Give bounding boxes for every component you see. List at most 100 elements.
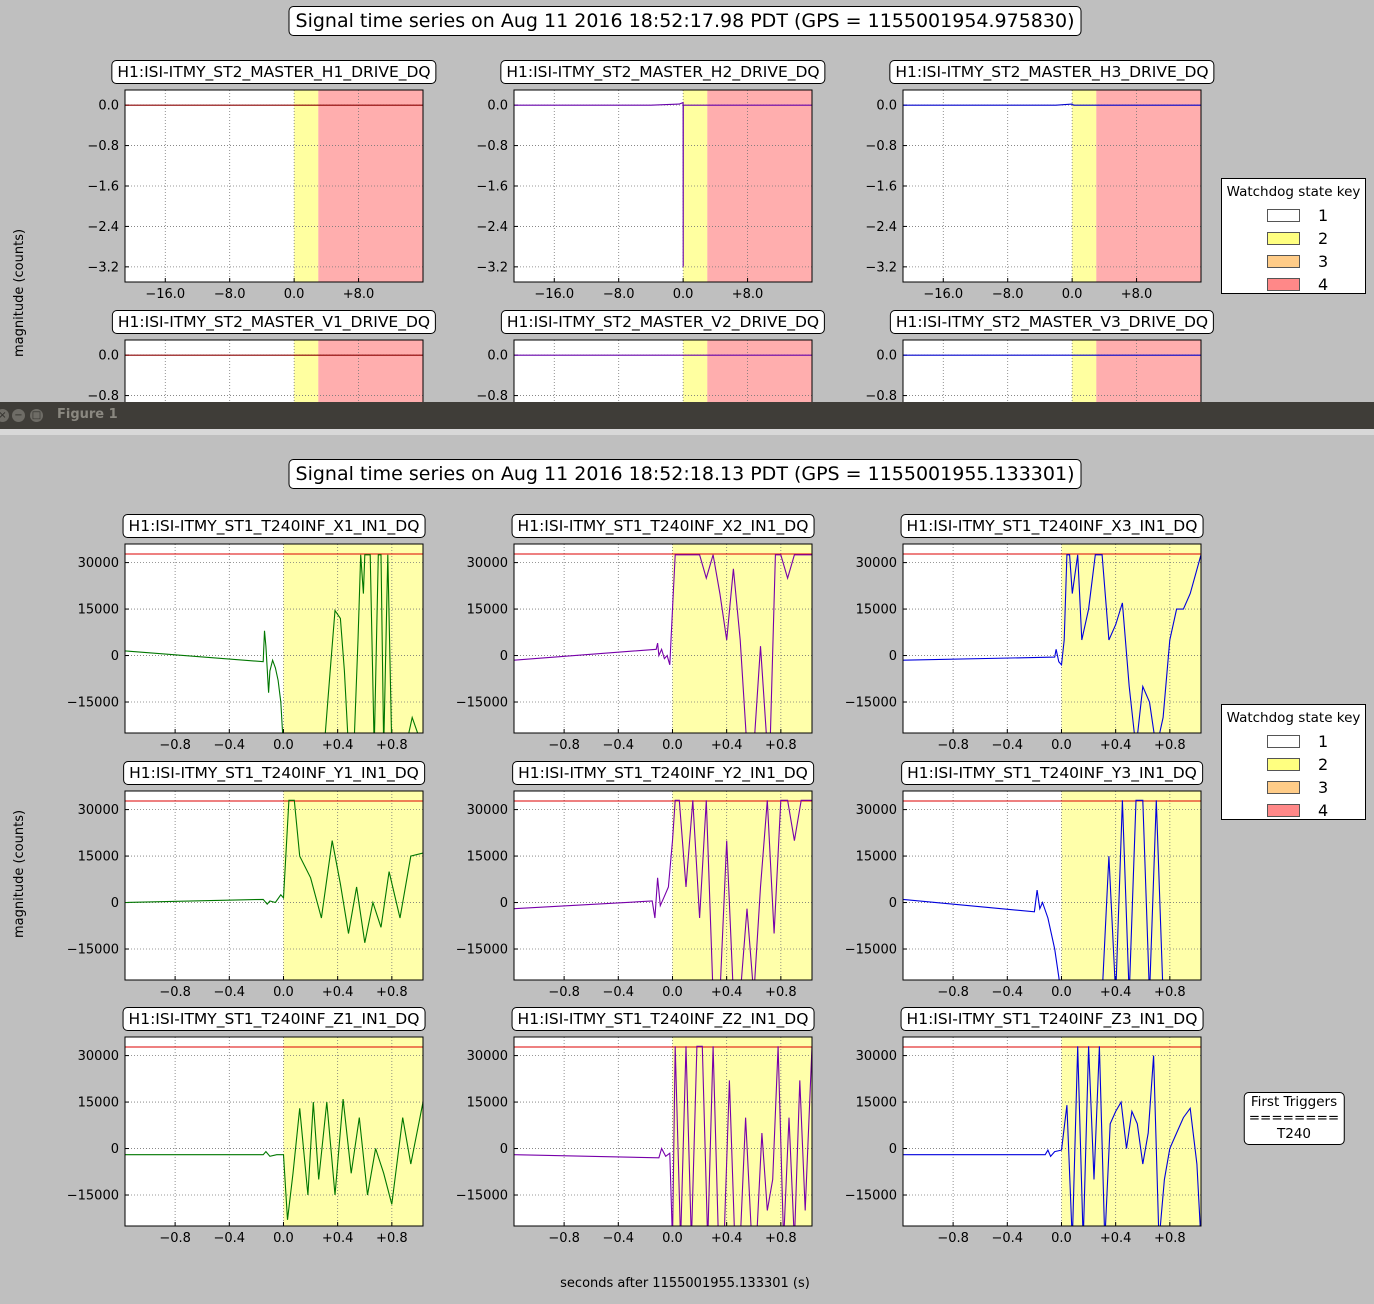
chart-1-panel-2-title: H1:ISI-ITMY_ST1_T240INF_X3_IN1_DQ [900, 514, 1204, 538]
chart-1-panel-4: −0.8 −0.4 0.0 +0.4 +0.8 30000 15000 0 −15000 [456, 790, 813, 1000]
chart-1-panel-7-xtick-label-3: +0.4 [711, 1231, 743, 1246]
chart-0-panel-1-title: H1:ISI-ITMY_ST2_MASTER_H2_DRIVE_DQ [500, 60, 826, 84]
chart-1-panel-3-frame [124, 790, 424, 981]
chart-0-panel-4-state-region-0 [683, 340, 708, 402]
chart-1-panel-0-xtick-label-1: −0.4 [214, 738, 246, 753]
chart-1-panel-8-frame [902, 1036, 1202, 1227]
chart-1-panel-8-xtick-label-3: +0.4 [1100, 1231, 1132, 1246]
chart-1-panel-6-xtick-label-4: +0.8 [376, 1231, 408, 1246]
chart-0-panel-0-xtick-label-3: +8.0 [343, 287, 375, 302]
chart-1-panel-0-ytick-label-2: 0 [111, 649, 119, 664]
chart-1-panel-2-xtick-label-0: −0.8 [937, 738, 969, 753]
chart-1-panel-1-ytick-label-3: −15000 [456, 696, 508, 711]
first-triggers-title: First Triggers [1250, 1094, 1338, 1110]
chart-1-panel-4-state-region [672, 791, 812, 980]
window-titlebar[interactable]: × − □ Figure 1 [0, 402, 1374, 429]
chart-1-panel-7-title: H1:ISI-ITMY_ST1_T240INF_Z2_IN1_DQ [511, 1007, 815, 1031]
chart-1-panel-3-xtick-label-2: 0.0 [273, 985, 294, 1000]
chart-0-panel-3-frame [124, 339, 424, 402]
chart-1-panel-4-xtick-label-2: 0.0 [662, 985, 683, 1000]
chart-1-panel-6-xtick-label-2: 0.0 [273, 1231, 294, 1246]
chart-1-panel-0-xtick-label-2: 0.0 [273, 738, 294, 753]
chart-0-panel-0-xtick-label-2: 0.0 [284, 287, 305, 302]
chart-1-panel-7-xtick-label-2: 0.0 [662, 1231, 683, 1246]
chart-0-panel-0: −16.0 −8.0 0.0 +8.0 0.0 −0.8 −1.6 −2.4 −3.2 [87, 89, 424, 302]
chart-1-panel-5-ytick-label-2: 0 [889, 896, 897, 911]
chart-1-panel-1-series-line [514, 554, 812, 733]
chart-1-panel-6-ytick-label-0: 30000 [78, 1049, 119, 1064]
minimize-icon[interactable]: − [12, 409, 25, 422]
chart-1-panel-1-xtick-label-0: −0.8 [548, 738, 580, 753]
chart-1-panel-0-frame [124, 543, 424, 734]
legend-bottom-label-3: 3 [1318, 778, 1329, 797]
chart-1-panel-2-frame [902, 543, 1202, 734]
chart-1-panel-0-state-region [283, 544, 423, 733]
chart-1-panel-4-ytick-label-2: 0 [500, 896, 508, 911]
chart-0-panel-3-ytick-label-0: 0.0 [98, 349, 119, 364]
chart-0-panel-3: −16.0−8.00.0+8.00.0−0.8−1.6−2.4−3.2 [87, 339, 424, 402]
chart-0-panel-1-xtick-label-2: 0.0 [673, 287, 694, 302]
chart-1-panel-7-ytick-label-3: −15000 [456, 1189, 508, 1204]
chart-1-panel-0-ytick-label-0: 30000 [78, 556, 119, 571]
chart-0-panel-5-frame [902, 339, 1202, 402]
chart-1-panel-6-series-line [125, 1098, 423, 1220]
chart-1-panel-3-ytick-label-3: −15000 [67, 943, 119, 958]
chart-1-panel-3-series-line [125, 799, 423, 943]
chart-1-panel-5-frame [902, 790, 1202, 981]
chart-0-panel-1: −16.0 −8.0 0.0 +8.0 0.0 −0.8 −1.6 −2.4 −3.2 [476, 89, 813, 302]
chart-1-panel-3-state-region [283, 791, 423, 980]
chart-1-panel-6-ytick-label-3: −15000 [67, 1189, 119, 1204]
first-triggers-box: First Triggers ======== T240 [1243, 1092, 1345, 1145]
legend-top-label-4: 4 [1318, 275, 1329, 294]
chart-1-panel-4-ytick-label-3: −15000 [456, 943, 508, 958]
chart-1-panel-8-xtick-label-1: −0.4 [992, 1231, 1024, 1246]
chart-0-panel-4-state-region-1 [707, 340, 812, 402]
chart-0-panel-2-xtick-label-3: +8.0 [1121, 287, 1153, 302]
maximize-icon[interactable]: □ [30, 409, 43, 422]
close-icon[interactable]: × [0, 409, 9, 422]
chart-1-panel-2-ytick-label-3: −15000 [845, 696, 897, 711]
chart-0-panel-4-frame [513, 339, 813, 402]
legend-top-label-2: 2 [1318, 229, 1329, 248]
chart-1-panel-5-ytick-label-3: −15000 [845, 943, 897, 958]
legend-bottom: Watchdog state key 1 2 3 4 [1221, 704, 1366, 820]
chart-1-panel-6-xtick-label-0: −0.8 [159, 1231, 191, 1246]
chart-1-panel-0-xtick-label-0: −0.8 [159, 738, 191, 753]
chart-1-panel-5-ytick-label-1: 15000 [856, 850, 897, 865]
chart-1-panel-4-xtick-label-0: −0.8 [548, 985, 580, 1000]
chart-1-panel-0-xtick-label-4: +0.8 [376, 738, 408, 753]
chart-1-panel-6-state-region [283, 1037, 423, 1226]
chart-1-panel-3-ytick-label-0: 30000 [78, 803, 119, 818]
chart-0-panel-0-ytick-label-4: −3.2 [87, 260, 119, 275]
chart-0-panel-3-ytick-label-1: −0.8 [87, 389, 119, 402]
chart-1-panel-6-ytick-label-1: 15000 [78, 1096, 119, 1111]
chart-1-panel-2-xtick-label-3: +0.4 [1100, 738, 1132, 753]
chart-0-panel-2-xtick-label-0: −16.0 [923, 287, 963, 302]
chart-0-panel-4-ytick-label-0: 0.0 [487, 349, 508, 364]
chart-1-panel-5-series-line [903, 799, 1164, 980]
chart-1-panel-2: −0.8 −0.4 0.0 +0.4 +0.8 30000 15000 0 −15000 [845, 543, 1202, 753]
chart-0-panel-1-xtick-label-1: −8.0 [603, 287, 635, 302]
chart-1-panel-8-series-line [903, 1046, 1201, 1226]
chart-0-panel-5-ytick-label-0: 0.0 [876, 349, 897, 364]
chart-0-panel-5-title: H1:ISI-ITMY_ST2_MASTER_V3_DRIVE_DQ [889, 310, 1215, 334]
chart-0-panel-1-ytick-label-0: 0.0 [487, 99, 508, 114]
chart-1-panel-4-title: H1:ISI-ITMY_ST1_T240INF_Y2_IN1_DQ [512, 761, 814, 785]
chart-1-panel-5-ytick-label-0: 30000 [856, 803, 897, 818]
chart-1-panel-1-xtick-label-2: 0.0 [662, 738, 683, 753]
legend-bottom-swatch-2 [1267, 758, 1300, 771]
chart-1-panel-8-ytick-label-3: −15000 [845, 1189, 897, 1204]
chart-1-panel-1-xtick-label-4: +0.8 [765, 738, 797, 753]
chart-1-panel-4-xtick-label-1: −0.4 [603, 985, 635, 1000]
chart-1-panel-3-xtick-label-4: +0.8 [376, 985, 408, 1000]
legend-top-swatch-2 [1267, 232, 1300, 245]
legend-top-label-1: 1 [1318, 206, 1329, 225]
legend-top: Watchdog state key 1 2 3 4 [1221, 178, 1366, 294]
chart-0-panel-0-ytick-label-0: 0.0 [98, 99, 119, 114]
chart-1-panel-4-ytick-label-0: 30000 [467, 803, 508, 818]
chart-1-panel-2-xtick-label-1: −0.4 [992, 738, 1024, 753]
chart-1-panel-3-xtick-label-3: +0.4 [322, 985, 354, 1000]
chart-0-panel-4-ytick-label-1: −0.8 [476, 389, 508, 402]
chart-0-panel-0-title: H1:ISI-ITMY_ST2_MASTER_H1_DRIVE_DQ [111, 60, 437, 84]
chart-0-panel-0-frame [124, 89, 424, 283]
